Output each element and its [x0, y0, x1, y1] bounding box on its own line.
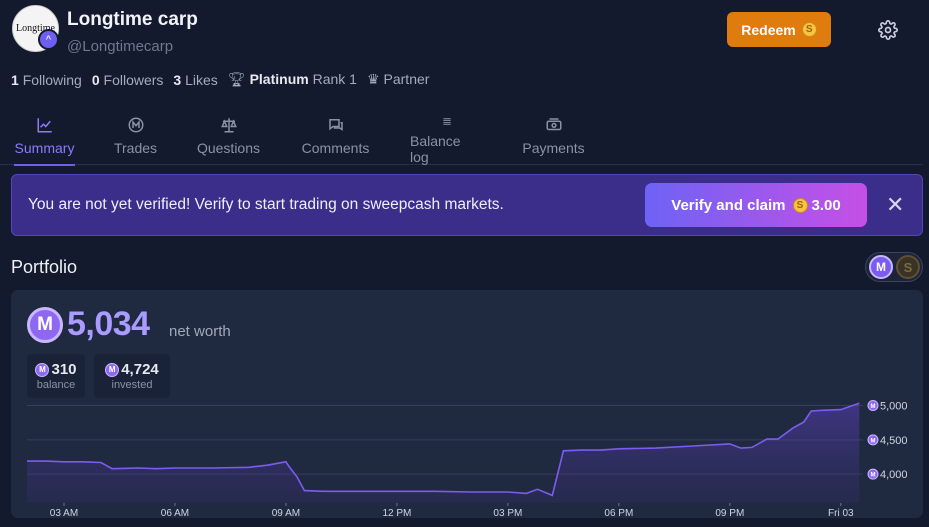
- verify-banner: You are not yet verified! Verify to star…: [11, 174, 923, 236]
- avatar-text: Longtime: [16, 23, 55, 34]
- avatar[interactable]: Longtime: [12, 5, 59, 52]
- currency-toggle[interactable]: M S: [865, 252, 923, 282]
- net-worth-label: net worth: [169, 323, 231, 340]
- profile-name: Longtime carp: [67, 9, 198, 30]
- y-tick-coin-symbol: M: [871, 438, 876, 444]
- tab-balance-log[interactable]: Balance log: [410, 112, 483, 165]
- tab-trades[interactable]: Trades: [114, 112, 157, 165]
- mana-coin-icon: [867, 434, 879, 446]
- partner-badge[interactable]: ♛ Partner: [366, 71, 430, 87]
- profile-stats: 1 Following 0 Followers 3 Likes 🏆︎ Platin…: [11, 71, 429, 88]
- y-tick-label: 4,500: [880, 435, 908, 447]
- sweepcash-coin-icon: S: [792, 197, 808, 213]
- followers-link[interactable]: 0 Followers: [91, 71, 164, 88]
- chat-icon: [328, 119, 343, 131]
- crown-icon: ♛: [366, 71, 380, 87]
- profile-tabs: Summary Trades Questions Comments Balanc…: [0, 112, 923, 166]
- tab-summary[interactable]: Summary: [14, 112, 75, 166]
- redeem-label: Redeem: [741, 21, 796, 38]
- y-tick-label: 4,000: [880, 469, 908, 481]
- tab-questions[interactable]: Questions: [196, 112, 261, 165]
- portfolio-line: [27, 402, 860, 497]
- x-tick-label: 12 PM: [382, 508, 411, 518]
- x-tick-label: 09 PM: [715, 508, 744, 518]
- x-tick-label: 09 AM: [272, 508, 300, 518]
- mana-coin-icon: [867, 399, 879, 411]
- verify-banner-text: You are not yet verified! Verify to star…: [28, 196, 504, 213]
- y-tick-label: 5,000: [880, 400, 908, 412]
- tab-payments[interactable]: Payments: [522, 112, 585, 165]
- likes-link[interactable]: 3 Likes: [173, 71, 218, 88]
- sweepcash-coin-icon: S: [801, 22, 817, 37]
- mana-coin-icon: [867, 468, 879, 480]
- invested-stat[interactable]: M 4,724 invested: [94, 354, 170, 398]
- portfolio-title: Portfolio: [11, 257, 78, 277]
- gear-icon[interactable]: [878, 20, 898, 40]
- following-link[interactable]: 1 Following: [11, 71, 82, 88]
- profile-handle: @Longtimecarp: [67, 38, 174, 55]
- x-tick-label: 03 AM: [50, 508, 78, 518]
- x-tick-label: 06 AM: [161, 508, 189, 518]
- balance-stat[interactable]: M 310 balance: [27, 354, 85, 398]
- trophy-icon: 🏆︎: [227, 71, 246, 87]
- close-icon[interactable]: ✕: [886, 192, 905, 217]
- chevron-up-icon[interactable]: ^: [38, 29, 59, 50]
- mana-icon: [128, 117, 143, 133]
- chart-line-icon: [37, 118, 52, 133]
- portfolio-area: [27, 403, 860, 503]
- x-tick-label: Fri 03: [828, 508, 854, 518]
- verify-and-claim-button[interactable]: Verify and claim S 3.00: [645, 183, 867, 227]
- scale-icon: [220, 118, 237, 133]
- tab-comments[interactable]: Comments: [300, 112, 371, 165]
- mana-coin-icon: M: [105, 362, 120, 377]
- mana-coin-icon: M: [35, 362, 50, 377]
- money-icon: [546, 118, 561, 131]
- portfolio-chart[interactable]: M 5,000 M 4,500 M 4,000 03 AM 06 AM 09 AM 12 PM 03…: [11, 290, 923, 518]
- y-tick-coin-symbol: M: [871, 473, 876, 479]
- portfolio-card: M 5,034 net worth M 310 balance M 4,724 in…: [11, 290, 923, 518]
- sweepcash-coin-icon[interactable]: S: [896, 255, 920, 279]
- redeem-button[interactable]: Redeem S: [727, 12, 831, 47]
- mana-coin-icon: M: [27, 307, 63, 343]
- y-tick-coin-symbol: M: [871, 404, 876, 410]
- net-worth-value: 5,034: [67, 305, 150, 343]
- x-tick-label: 06 PM: [604, 508, 633, 518]
- mana-coin-icon[interactable]: M: [869, 255, 893, 279]
- list-icon: [442, 118, 451, 125]
- x-tick-label: 03 PM: [493, 508, 522, 518]
- rank-badge[interactable]: 🏆︎ Platinum Rank 1: [227, 71, 357, 87]
